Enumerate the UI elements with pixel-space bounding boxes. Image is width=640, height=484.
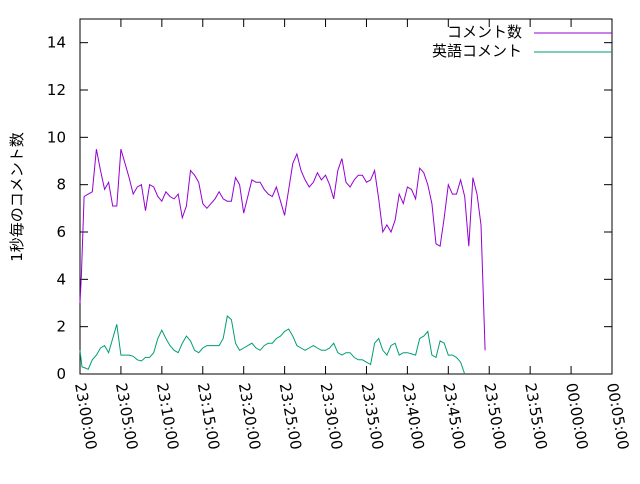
- y-tick-label: 4: [56, 270, 66, 288]
- x-tick-label: 23:30:00: [317, 382, 346, 451]
- x-tick-label: 23:25:00: [276, 382, 305, 451]
- x-tick-label: 00:00:00: [562, 382, 591, 451]
- x-tick-label: 23:15:00: [194, 382, 223, 451]
- x-tick-label: 23:55:00: [521, 382, 550, 451]
- y-tick-label: 14: [47, 34, 66, 52]
- y-tick-label: 6: [56, 223, 66, 241]
- x-tick-label: 23:00:00: [71, 382, 100, 451]
- x-tick-label: 23:20:00: [235, 382, 264, 451]
- plot-frame: [79, 18, 613, 375]
- x-tick-label: 23:10:00: [153, 382, 182, 451]
- legend: コメント数 英語コメント: [432, 23, 612, 60]
- axes: 0 2 4 6 8 10 12 14 23:00:00 23:05:00 23:10:00 23:15…: [47, 18, 632, 451]
- series-line-comments: [79, 149, 486, 351]
- y-tick-label: 8: [56, 176, 66, 194]
- x-tick-label: 23:40:00: [398, 382, 427, 451]
- x-tick-label: 23:50:00: [480, 382, 509, 451]
- series-lines: [79, 149, 486, 375]
- series-line-english-comments: [79, 315, 466, 375]
- y-axis-label: 1秒毎のコメント数: [8, 132, 26, 262]
- x-tick-label: 23:05:00: [112, 382, 141, 451]
- x-tick-label: 23:45:00: [439, 382, 468, 451]
- legend-label-english-comments: 英語コメント: [432, 42, 522, 60]
- x-tick-label: 00:05:00: [603, 382, 632, 451]
- y-tick-label: 10: [47, 128, 66, 146]
- x-tick-label: 23:35:00: [358, 382, 387, 451]
- legend-label-comments: コメント数: [447, 23, 522, 41]
- y-tick-label: 12: [47, 81, 66, 99]
- y-tick-label: 0: [56, 365, 66, 383]
- y-tick-label: 2: [56, 318, 66, 336]
